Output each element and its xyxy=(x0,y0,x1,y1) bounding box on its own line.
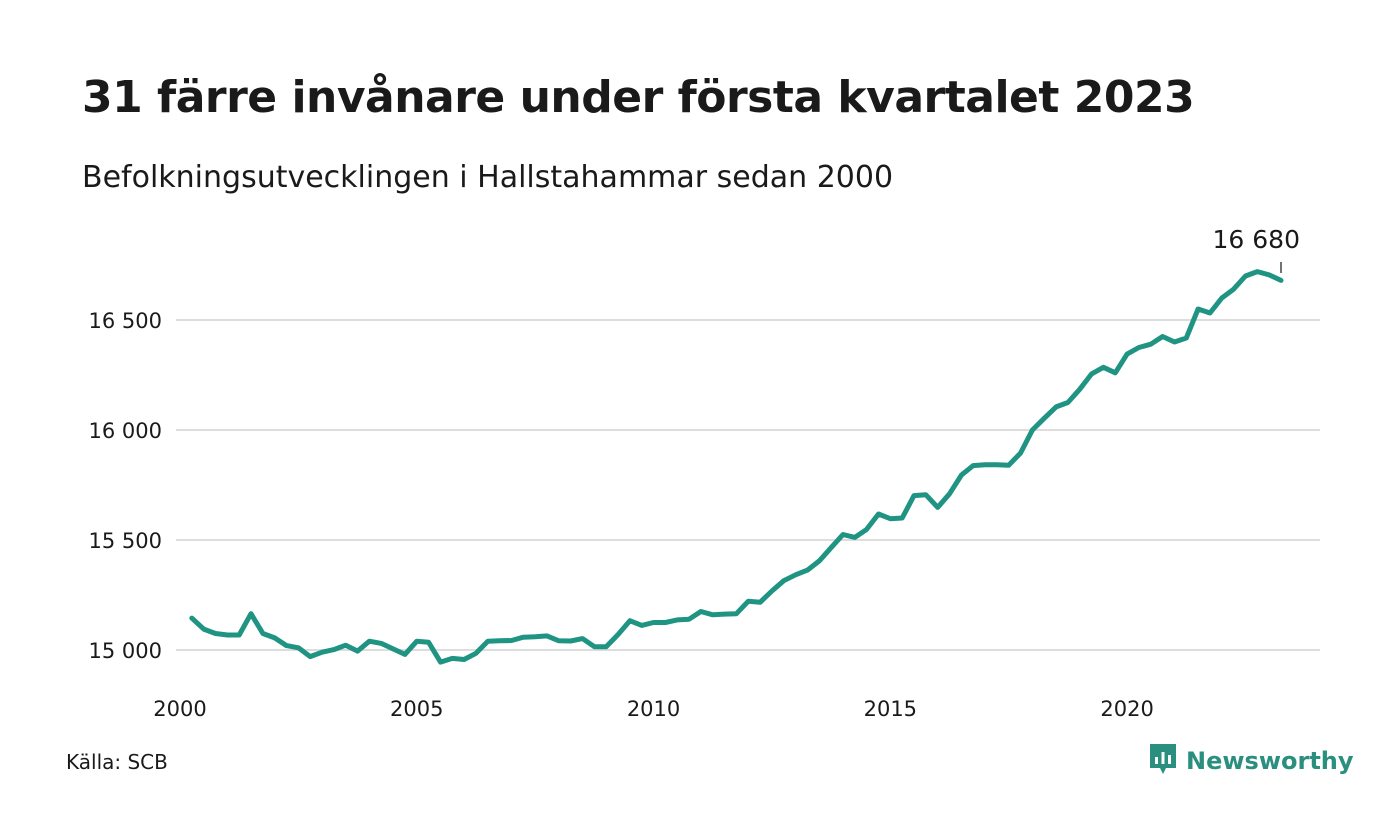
y-tick-label: 16 000 xyxy=(89,419,162,443)
x-axis-ticks: 2000 2005 2010 2015 2020 xyxy=(153,697,1154,721)
y-tick-label: 15 500 xyxy=(89,529,162,553)
annotation-layer: 16 680 xyxy=(1213,225,1300,273)
x-tick-label: 2005 xyxy=(390,697,443,721)
brand-name: Newsworthy xyxy=(1186,747,1354,775)
y-axis-ticks: 15 000 15 500 16 000 16 500 xyxy=(89,309,162,663)
series-layer xyxy=(189,269,1284,665)
gridlines xyxy=(176,319,1320,651)
y-tick-label: 16 500 xyxy=(89,309,162,333)
x-tick-label: 2015 xyxy=(864,697,917,721)
end-value-label: 16 680 xyxy=(1213,225,1300,254)
y-tick-label: 15 000 xyxy=(89,639,162,663)
source-note: Källa: SCB xyxy=(66,750,168,774)
series-line xyxy=(189,269,1284,665)
chart-subtitle: Befolkningsutvecklingen i Hallstahammar … xyxy=(82,160,894,195)
x-tick-label: 2010 xyxy=(627,697,680,721)
x-tick-label: 2020 xyxy=(1100,697,1153,721)
x-tick-label: 2000 xyxy=(153,697,206,721)
newsworthy-logo-icon xyxy=(1148,742,1178,780)
brand-logo[interactable]: Newsworthy xyxy=(1148,742,1354,780)
chart-title: 31 färre invånare under första kvartalet… xyxy=(82,72,1195,123)
